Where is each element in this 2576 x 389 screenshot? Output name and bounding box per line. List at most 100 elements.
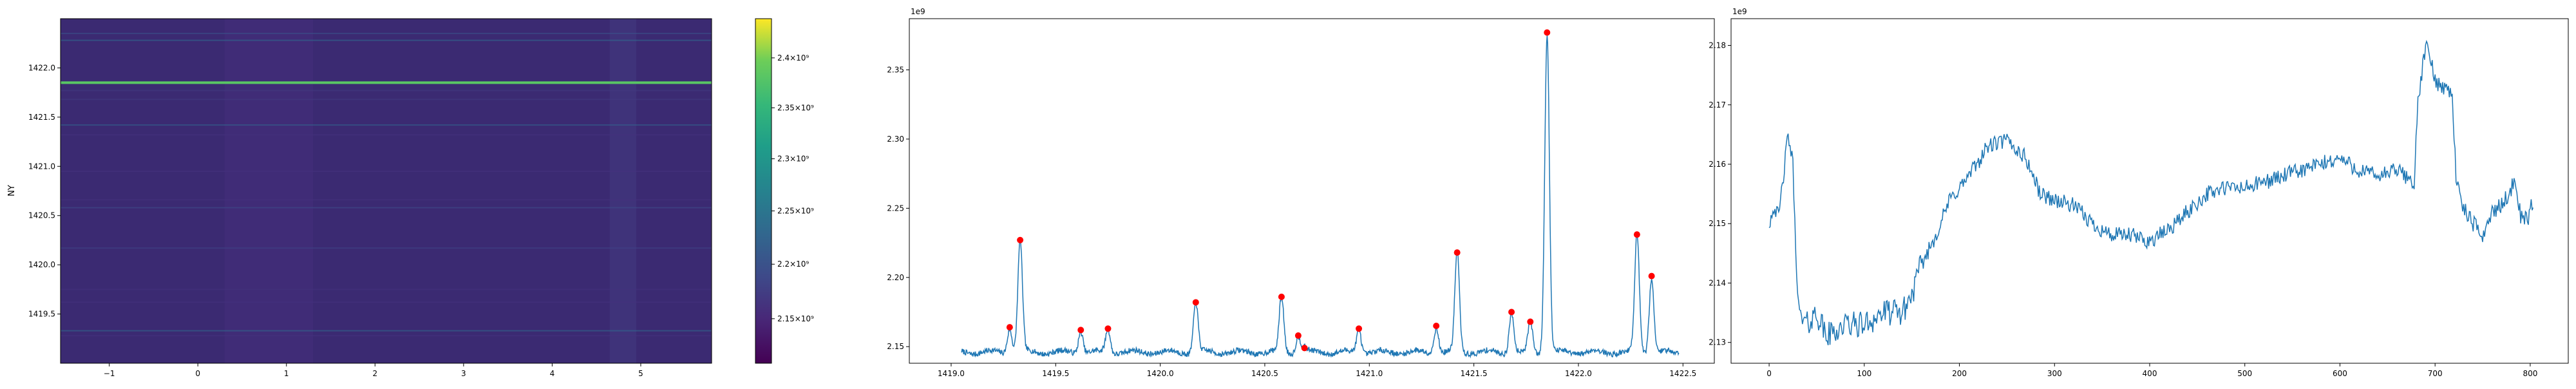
peak-spectrum-x-tick-label: 1420.0	[1147, 369, 1174, 378]
colorbar-tick-label: 2.25×10⁹	[777, 206, 814, 215]
heatmap-x-tick-label: 3	[461, 369, 466, 378]
time-series-x-tick-label: 500	[2237, 369, 2252, 378]
peak-spectrum-y-axis: 2.15 2.20 2.25 2.30 2.35	[887, 65, 909, 351]
heatmap-row-band-7	[61, 199, 712, 201]
peak-marker-9	[1433, 322, 1440, 329]
peak-marker-14	[1633, 231, 1640, 238]
heatmap-row-band-3	[61, 32, 712, 34]
heatmap-y-tick-label: 1420.0	[28, 260, 55, 269]
peak-marker-0	[1006, 324, 1013, 331]
heatmap-x-tick-label: −1	[104, 369, 115, 378]
heatmap-y-tick-label: 1419.5	[28, 310, 55, 319]
time-series-y-tick-label: 2.14	[1709, 278, 1726, 287]
peak-marker-8	[1356, 325, 1363, 332]
peak-spectrum-y-tick-label: 2.30	[887, 135, 904, 144]
heatmap-row-band-9	[61, 90, 712, 91]
colorbar-tick-label: 2.4×10⁹	[777, 53, 809, 62]
colorbar: 2.15×10⁹ 2.2×10⁹ 2.25×10⁹ 2.3×10⁹ 2.35×10⁹ 2.…	[755, 18, 814, 364]
heatmap-x-tick-label: 2	[372, 369, 377, 378]
heatmap-x-tick-label: 4	[550, 369, 555, 378]
time-series-frame	[1730, 18, 2569, 364]
heatmap-y-tick-label: 1420.5	[28, 211, 55, 220]
time-series-y-axis: 2.13 2.14 2.15 2.16 2.17 2.18	[1709, 41, 1731, 347]
time-series-y-tick-label: 2.13	[1709, 338, 1726, 347]
heatmap-row-band-1	[61, 39, 712, 41]
heatmap-row-band-0	[61, 81, 712, 84]
time-series-offset-text: 1e9	[1732, 7, 1747, 16]
heatmap-x-tick-label: 0	[195, 369, 200, 378]
heatmap-row-band-4	[61, 124, 712, 126]
peak-markers	[1006, 29, 1655, 352]
time-series-line	[1768, 39, 2534, 346]
time-series-x-tick-label: 0	[1766, 369, 1772, 378]
peak-spectrum-panel: 1e9 1419.0 1419.5 1420.0 1420.5 1421.0 1421.5…	[887, 7, 1715, 378]
peak-marker-2	[1077, 327, 1084, 334]
heatmap-row-band-13	[61, 289, 712, 290]
peak-marker-3	[1104, 325, 1112, 332]
time-series-x-tick-label: 100	[1857, 369, 1871, 378]
peak-marker-4	[1192, 299, 1199, 306]
peak-spectrum-x-tick-label: 1422.0	[1565, 369, 1592, 378]
heatmap-row-band-8	[61, 99, 712, 100]
heatmap-row-band-11	[61, 134, 712, 136]
heatmap-row-band-2	[61, 330, 712, 332]
peak-marker-11	[1508, 308, 1515, 316]
time-series-x-tick-label: 800	[2523, 369, 2537, 378]
heatmap-column-bands	[224, 19, 637, 363]
heatmap-row-band-14	[61, 335, 712, 337]
peak-marker-1	[1017, 236, 1024, 243]
peak-spectrum-frame	[909, 18, 1715, 364]
peak-spectrum-x-axis: 1419.0 1419.5 1420.0 1420.5 1421.0 1421.5 1422…	[938, 363, 1696, 378]
peak-spectrum-x-tick-label: 1422.5	[1669, 369, 1696, 378]
peak-marker-10	[1454, 249, 1461, 256]
peak-marker-13	[1544, 29, 1551, 36]
peak-spectrum-y-tick-label: 2.35	[887, 65, 904, 74]
peak-spectrum-y-tick-label: 2.25	[887, 204, 904, 213]
peak-marker-5	[1278, 293, 1285, 300]
time-series-y-tick-label: 2.16	[1709, 160, 1726, 169]
peak-marker-12	[1527, 318, 1534, 325]
colorbar-tick-label: 2.2×10⁹	[777, 260, 809, 269]
heatmap-background	[61, 19, 712, 363]
time-series-x-tick-label: 600	[2333, 369, 2347, 378]
heatmap-y-tick-label: 1422.0	[28, 63, 55, 72]
heatmap-row-band-5	[61, 207, 712, 209]
heatmap-row-bands	[61, 32, 712, 337]
peak-spectrum-offset-text: 1e9	[911, 7, 925, 16]
peak-spectrum-y-tick-label: 2.20	[887, 273, 904, 282]
peak-marker-15	[1648, 272, 1655, 280]
heatmap-y-tick-label: 1421.5	[28, 113, 55, 122]
heatmap-y-axis: 1419.5 1420.0 1420.5 1421.0 1421.5 1422.0	[28, 63, 61, 319]
colorbar-ticks: 2.15×10⁹ 2.2×10⁹ 2.25×10⁹ 2.3×10⁹ 2.35×10⁹ 2.…	[772, 53, 814, 323]
colorbar-tick-label: 2.35×10⁹	[777, 103, 814, 112]
heatmap-frame	[60, 18, 712, 364]
colorbar-tick-label: 2.3×10⁹	[777, 155, 809, 164]
heatmap-panel: −1 0 1 2 3 4 5 1419.51420.01420.51421.01421.51…	[7, 18, 712, 378]
time-series-panel: 1e9 0 100 200 300 400 500 600 700 800 2.13 2.14 2.…	[1709, 7, 2569, 378]
time-series-x-tick-label: 300	[2047, 369, 2062, 378]
peak-spectrum-y-tick-label: 2.15	[887, 342, 904, 351]
heatmap-column-band-0	[609, 19, 637, 363]
heatmap-row-band-10	[61, 170, 712, 172]
heatmap-x-axis: −1 0 1 2 3 4 5	[104, 363, 643, 378]
time-series-y-tick-label: 2.17	[1709, 100, 1726, 109]
time-series-x-tick-label: 200	[1952, 369, 1967, 378]
peak-spectrum-x-tick-label: 1419.5	[1042, 369, 1069, 378]
time-series-y-tick-label: 2.15	[1709, 219, 1726, 228]
colorbar-gradient	[755, 18, 772, 364]
colorbar-tick-label: 2.15×10⁹	[777, 314, 814, 323]
time-series-x-tick-label: 400	[2143, 369, 2157, 378]
heatmap-y-tick-label: 1421.0	[28, 162, 55, 171]
peak-spectrum-x-tick-label: 1419.0	[938, 369, 965, 378]
time-series-x-axis: 0 100 200 300 400 500 600 700 800	[1766, 363, 2537, 378]
peak-spectrum-x-tick-label: 1421.0	[1356, 369, 1383, 378]
heatmap-row-band-6	[61, 247, 712, 249]
time-series-x-tick-label: 700	[2428, 369, 2443, 378]
heatmap-column-band-1	[224, 19, 314, 363]
peak-marker-7	[1301, 345, 1308, 352]
heatmap-row-band-12	[61, 301, 712, 303]
heatmap-x-tick-label: 5	[638, 369, 643, 378]
heatmap-x-tick-label: 1	[284, 369, 289, 378]
